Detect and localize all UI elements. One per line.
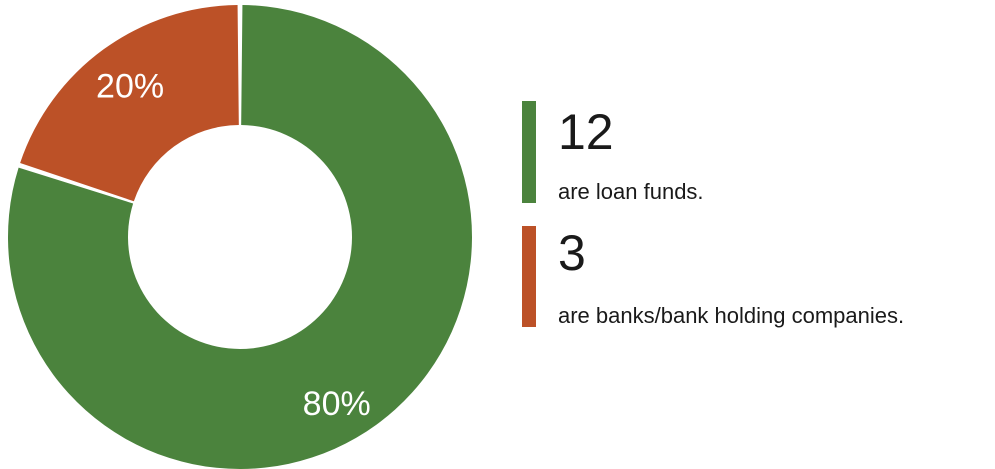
legend-count: 3 [558,225,586,281]
donut-slice-banks [20,5,239,202]
donut-slice-loan-funds [8,5,473,469]
slice-percent-label: 20% [96,68,164,106]
donut-chart: 80% 20% [8,5,473,469]
legend-color-bar-orange [522,226,536,327]
legend-description: are loan funds. [558,179,704,204]
legend-count: 12 [558,104,614,160]
slice-percent-label: 80% [303,385,371,423]
legend-color-bar-green [522,101,536,203]
legend-description: are banks/bank holding companies. [558,303,905,328]
